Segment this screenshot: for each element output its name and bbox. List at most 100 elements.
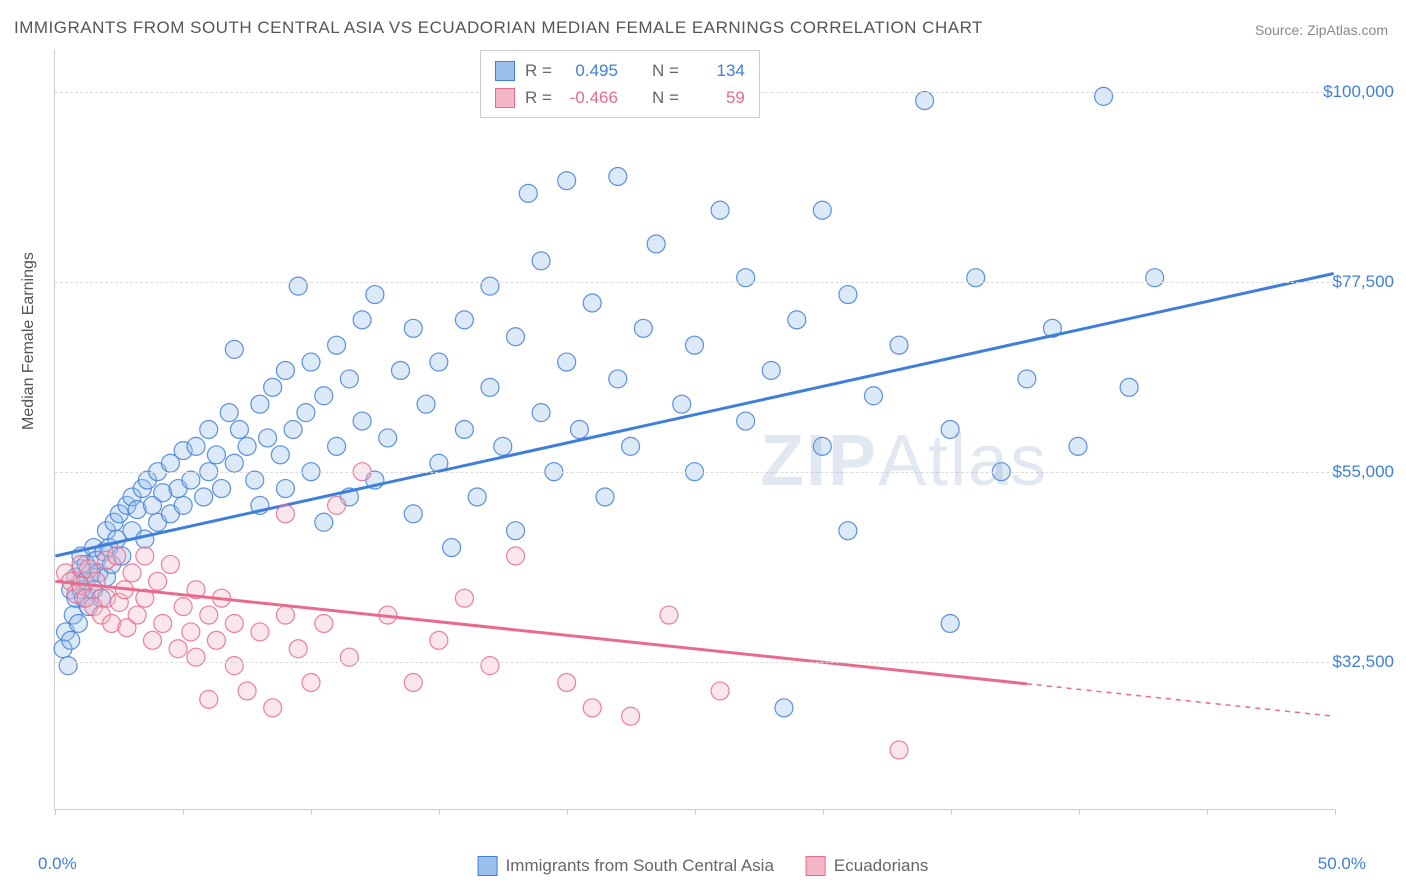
data-point [276,480,294,498]
data-point [264,699,282,717]
data-point [144,631,162,649]
data-point [289,640,307,658]
data-point [1095,87,1113,105]
data-point [507,328,525,346]
data-point [340,370,358,388]
scatter-svg [55,50,1334,809]
data-point [174,598,192,616]
data-point [686,336,704,354]
data-point [711,682,729,700]
data-point [284,421,302,439]
data-point [182,471,200,489]
stat-r-label: R = [525,84,552,111]
data-point [353,412,371,430]
data-point [225,454,243,472]
data-point [200,421,218,439]
data-point [315,387,333,405]
legend-swatch [495,88,515,108]
data-point [609,370,627,388]
data-point [276,505,294,523]
data-point [609,168,627,186]
legend-label: Ecuadorians [834,856,929,876]
data-point [200,690,218,708]
data-point [108,547,126,565]
data-point [634,319,652,337]
data-point [271,446,289,464]
data-point [246,471,264,489]
chart-plot-area [54,50,1334,810]
data-point [379,429,397,447]
correlation-stats-box: R =0.495N =134R =-0.466N =59 [480,50,760,118]
source-attribution: Source: ZipAtlas.com [1255,22,1388,38]
trend-line-extrapolated [1027,684,1334,716]
legend-label: Immigrants from South Central Asia [506,856,774,876]
data-point [174,496,192,514]
y-axis-title: Median Female Earnings [20,252,38,430]
data-point [182,623,200,641]
data-point [302,353,320,371]
data-point [647,235,665,253]
data-point [417,395,435,413]
data-point [583,294,601,312]
data-point [161,555,179,573]
stat-r-value: 0.495 [562,57,618,84]
data-point [225,340,243,358]
y-tick-label: $55,000 [1333,462,1394,482]
data-point [123,564,141,582]
x-tick [1335,809,1336,815]
data-point [1146,269,1164,287]
x-tick [439,809,440,815]
data-point [238,682,256,700]
data-point [430,353,448,371]
data-point [315,614,333,632]
data-point [366,286,384,304]
data-point [391,361,409,379]
data-point [532,404,550,422]
data-point [481,277,499,295]
data-point [455,421,473,439]
data-point [558,172,576,190]
data-point [328,496,346,514]
trend-line [55,273,1333,556]
data-point [297,404,315,422]
x-tick [1207,809,1208,815]
data-point [128,606,146,624]
data-point [207,446,225,464]
data-point [788,311,806,329]
stat-n-label: N = [652,57,679,84]
data-point [404,674,422,692]
data-point [711,201,729,219]
x-tick [1079,809,1080,815]
data-point [404,505,422,523]
data-point [813,437,831,455]
x-tick [951,809,952,815]
legend-item: Ecuadorians [806,856,929,876]
data-point [481,657,499,675]
legend-swatch [806,856,826,876]
data-point [507,522,525,540]
x-tick [55,809,56,815]
data-point [207,631,225,649]
data-point [213,480,231,498]
x-tick [183,809,184,815]
data-point [430,631,448,649]
data-point [251,395,269,413]
data-point [673,395,691,413]
gridline [55,472,1334,473]
y-tick-label: $100,000 [1323,82,1394,102]
data-point [967,269,985,287]
data-point [762,361,780,379]
data-point [59,657,77,675]
data-point [596,488,614,506]
stats-row: R =-0.466N =59 [495,84,745,111]
x-axis-min-label: 0.0% [38,854,77,874]
data-point [195,488,213,506]
data-point [238,437,256,455]
data-point [1120,378,1138,396]
data-point [136,547,154,565]
data-point [660,606,678,624]
data-point [302,674,320,692]
data-point [276,361,294,379]
data-point [775,699,793,717]
data-point [315,513,333,531]
